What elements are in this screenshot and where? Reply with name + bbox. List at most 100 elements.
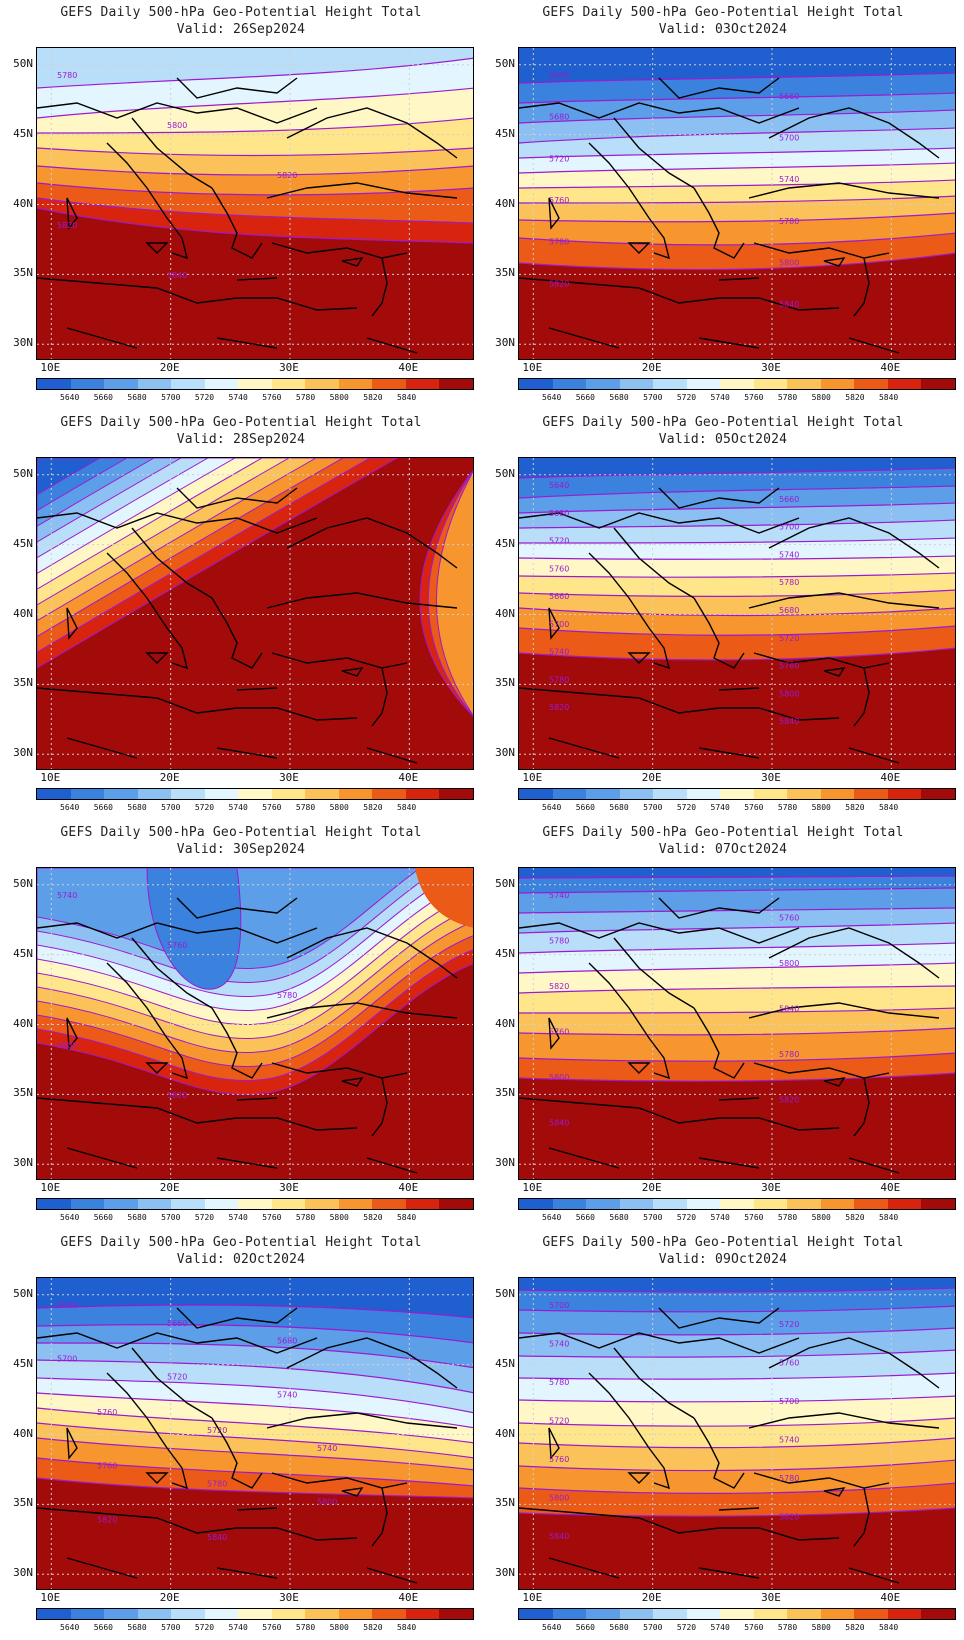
colorbar-swatch	[887, 789, 922, 799]
height-band	[519, 233, 955, 270]
contour-label: 5720	[779, 1320, 799, 1329]
colorbar-label: 5780	[777, 1623, 798, 1632]
height-band	[37, 1423, 473, 1470]
colorbar-label: 5820	[363, 1623, 383, 1632]
contour-label: 5720	[549, 154, 569, 163]
contour-line	[37, 1377, 473, 1414]
colorbar-swatch	[921, 1199, 955, 1209]
contour-line	[37, 1477, 473, 1499]
longitude-tick-label: 20E	[641, 771, 662, 784]
contour-label: 5780	[549, 1378, 569, 1387]
colorbar-label: 5780	[295, 1623, 316, 1632]
colorbar-label: 5640	[60, 1623, 80, 1632]
colorbar-swatch	[586, 1199, 620, 1209]
colorbar-label: 5680	[609, 803, 629, 812]
contour-line	[519, 147, 955, 159]
panel-title: GEFS Daily 500-hPa Geo-Potential Height …	[60, 5, 422, 20]
colorbar-swatch	[686, 1199, 721, 1209]
graticule	[37, 48, 473, 359]
colorbar-swatch	[372, 1199, 406, 1209]
height-map: 5740 5760 5780 5800 5820 5840 5760 5780 5800 5820…	[518, 867, 956, 1180]
forecast-panel: GEFS Daily 500-hPa Geo-Potential Height …	[0, 410, 482, 820]
colorbar-label: 5700	[161, 803, 181, 812]
panel-valid-date: Valid: 30Sep2024	[176, 842, 306, 857]
colorbar-swatch	[271, 1199, 306, 1209]
contour-line	[519, 162, 955, 174]
contour-line	[519, 1437, 955, 1449]
height-map	[36, 457, 474, 770]
colorbar-label: 5780	[295, 803, 316, 812]
colorbar-label: 5720	[194, 1623, 215, 1632]
contour-label: 5820	[779, 1096, 799, 1105]
contour-line	[519, 1395, 955, 1403]
contour-label: 5840	[549, 1532, 569, 1541]
colorbar-swatch	[338, 1609, 373, 1619]
contour-label: 5820	[167, 1091, 187, 1100]
panel-title: GEFS Daily 500-hPa Geo-Potential Height …	[60, 1235, 422, 1250]
contour-label: 5760	[167, 941, 187, 950]
height-band	[519, 1053, 955, 1082]
coastline-borders	[519, 897, 940, 1174]
contour-label: 5640	[549, 71, 569, 80]
colorbar-swatch	[921, 379, 955, 389]
colorbar-swatch	[104, 1199, 138, 1209]
latitude-tick-label: 30N	[13, 1566, 33, 1580]
height-band	[37, 1458, 473, 1498]
height-band	[519, 1073, 955, 1179]
contour-line	[37, 87, 473, 119]
colorbar-swatch	[70, 379, 105, 389]
height-band	[519, 1008, 955, 1035]
height-band	[519, 1396, 955, 1427]
colorbar-label: 5700	[643, 393, 663, 402]
colorbar	[518, 1608, 956, 1620]
height-band	[519, 1508, 955, 1589]
latitude-tick-label: 45N	[13, 946, 33, 960]
longitude-tick-label: 30E	[761, 361, 781, 374]
map-canvas: 5780 5800 5820 5820 5840	[37, 48, 473, 359]
contour-label: 5840	[167, 271, 187, 280]
height-map: 5640 5660 5680 5700 5720 5740 5760 5720 5740 5760…	[36, 1277, 474, 1590]
longitude-tick-label: 10E	[522, 1591, 543, 1604]
contour-label: 5780	[57, 71, 77, 80]
panel-valid-date: Valid: 05Oct2024	[658, 432, 788, 447]
longitude-tick-label: 30E	[279, 771, 299, 784]
contour-label: 5720	[549, 537, 569, 546]
height-band	[37, 458, 102, 496]
contour-label: 5700	[549, 620, 569, 629]
coastline-borders	[37, 77, 458, 354]
contour-label: 5740	[779, 550, 799, 559]
longitude-tick-label: 40E	[880, 1591, 901, 1604]
contour-line	[37, 147, 473, 157]
panel-title: GEFS Daily 500-hPa Geo-Potential Height …	[542, 1235, 904, 1250]
colorbar-swatch	[887, 1199, 922, 1209]
contour-label: 5660	[779, 495, 799, 504]
colorbar-swatch	[820, 1199, 855, 1209]
contour-line	[519, 887, 955, 894]
colorbar-swatch	[204, 1609, 239, 1619]
longitude-tick-label: 20E	[159, 771, 180, 784]
latitude-tick-label: 45N	[13, 126, 33, 140]
colorbar-swatch	[439, 1199, 473, 1209]
contour-label: 5640	[57, 1301, 77, 1310]
colorbar-label: 5780	[777, 1213, 798, 1222]
contour-line	[519, 1052, 955, 1062]
contour-line	[519, 467, 955, 479]
colorbar-swatch	[921, 1609, 955, 1619]
contour-line	[519, 1459, 955, 1472]
map-canvas: 5640 5660 5680 5700 5720 5740 5760 5720 5740 5760…	[37, 1278, 473, 1589]
contour-line	[37, 165, 473, 176]
map-canvas: 5640 5660 5680 5700 5720 5740 5760 5780 5780 5800…	[519, 48, 955, 359]
contour-line	[519, 922, 955, 934]
colorbar-swatch	[753, 1609, 788, 1619]
latitude-tick-label: 40N	[495, 1016, 515, 1030]
longitude-tick-label: 30E	[279, 1181, 299, 1194]
contour-line	[37, 1359, 473, 1394]
forecast-panel: GEFS Daily 500-hPa Geo-Potential Height …	[0, 0, 482, 410]
contour-label: 5820	[97, 1515, 117, 1524]
contour-line	[37, 1457, 473, 1487]
colorbar-label: 5660	[93, 1213, 113, 1222]
contour-label: 5760	[549, 1027, 569, 1036]
latitude-tick-label: 30N	[495, 1566, 515, 1580]
coastline-borders	[519, 1307, 940, 1584]
contour-label: 5660	[779, 92, 799, 101]
